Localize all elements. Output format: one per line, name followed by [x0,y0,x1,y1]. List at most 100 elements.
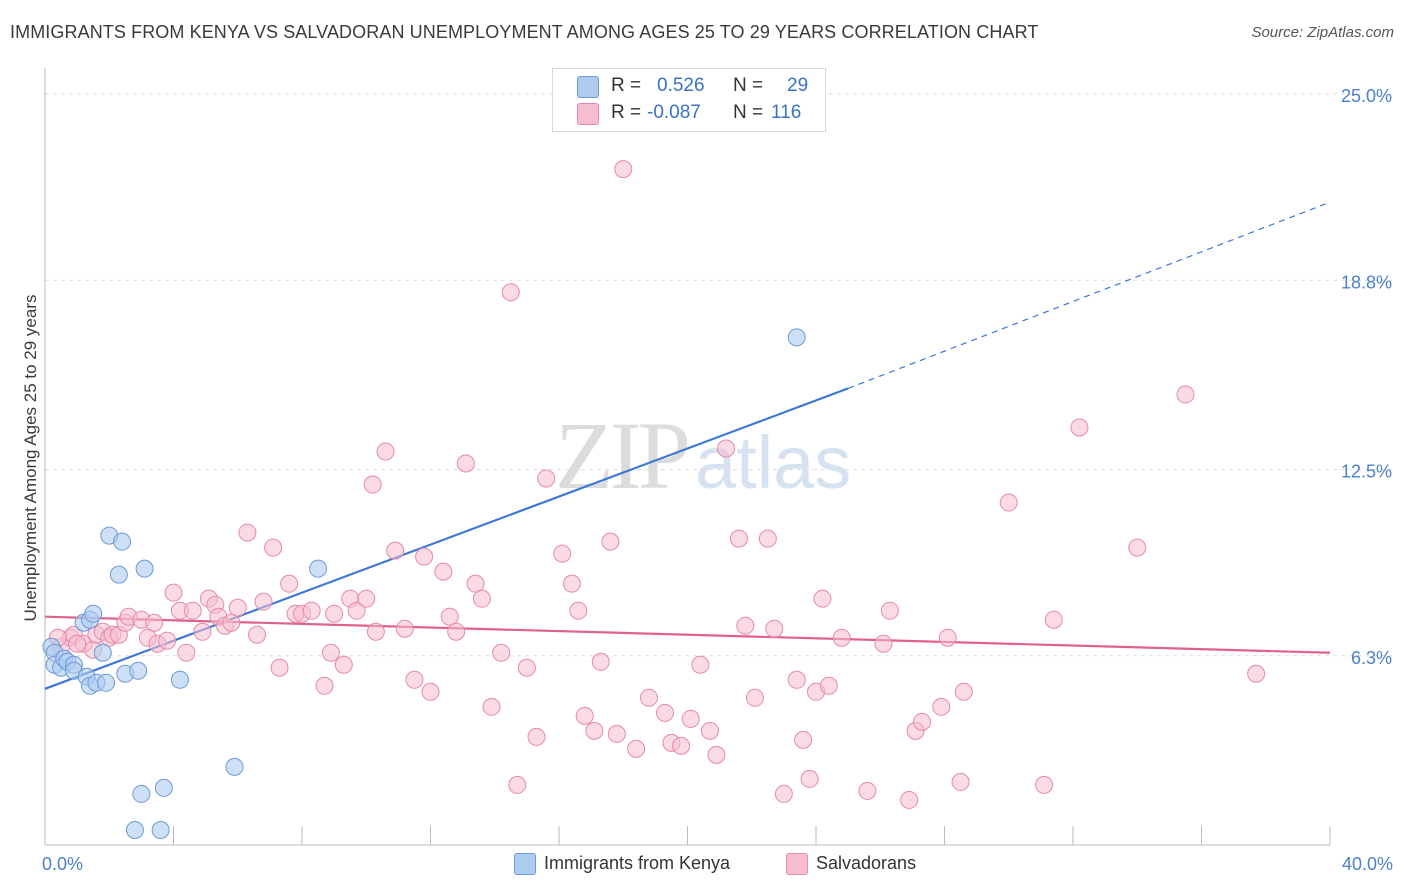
legend-r-label: R = [611,75,642,96]
salvadorans-point [553,544,572,563]
kenya-point [170,670,189,689]
salvadorans-point [325,604,344,623]
salvadorans-point [672,736,691,755]
salvadorans-point [900,790,919,809]
salvadorans-point [874,634,893,653]
kenya-swatch [577,76,599,98]
kenya-point [125,820,144,839]
salvadorans-point [366,622,385,641]
source-label: Source: ZipAtlas.com [1251,24,1394,41]
salvadorans-point [434,562,453,581]
salvadorans-point [158,631,177,650]
salvadorans-point [415,547,434,566]
salvadorans-point [591,652,610,671]
kenya-point [154,778,173,797]
salvadorans-point [601,532,620,551]
salvadorans-point [700,721,719,740]
salvadorans-point [800,769,819,788]
y-tick-label: 12.5% [1341,462,1392,482]
salvadorans-point [951,772,970,791]
kenya-point [225,757,244,776]
kenya-trend-extension [847,201,1331,389]
salvadorans-point [482,697,501,716]
legend-n-value: 29 [787,75,809,96]
salvadorans-swatch [786,853,808,875]
salvadorans-point [562,574,581,593]
salvadorans-point [302,601,321,620]
salvadorans-point [758,529,777,548]
salvadorans-point [270,658,289,677]
x-tick-label: 0.0% [42,854,83,874]
salvadorans-points [48,160,1266,809]
salvadorans-point [681,709,700,728]
kenya-point [113,532,132,551]
kenya-point [129,661,148,680]
salvadorans-point [334,655,353,674]
salvadorans-point [68,634,87,653]
trend-lines [44,201,1331,690]
legend-r-value: 0.526 [657,75,705,96]
salvadorans-point [440,607,459,626]
salvadorans-point [787,670,806,689]
salvadorans-point [813,589,832,608]
salvadorans-point [717,439,736,458]
salvadorans-point [729,529,748,548]
salvadorans-point [508,775,527,794]
y-tick-label: 25.0% [1341,86,1392,106]
salvadorans-point [858,781,877,800]
salvadorans-point [395,619,414,638]
kenya-point [787,328,806,347]
kenya-point [132,784,151,803]
salvadorans-point [639,688,658,707]
salvadorans-point [765,619,784,638]
salvadorans-point [575,706,594,725]
salvadorans-swatch [577,103,599,125]
legend-r-value: -0.087 [647,102,701,123]
y-tick-label: 18.8% [1341,272,1392,292]
salvadorans-point [736,616,755,635]
legend-n-label: N = [733,102,764,123]
axes [44,68,1331,846]
salvadorans-point [607,724,626,743]
kenya-point [93,643,112,662]
salvadorans-point [466,574,485,593]
salvadorans-point [999,493,1018,512]
tick-labels: 6.3% 12.5% 18.8% 25.0% 0.0% 40.0% [42,86,1393,874]
salvadorans-point [472,589,491,608]
salvadorans-point [707,745,726,764]
legend-kenya-label: Immigrants from Kenya [544,853,731,873]
legend-r-label: R = [611,102,642,123]
salvadorans-point [347,601,366,620]
salvadorans-trend-line [44,615,1331,654]
salvadorans-point [614,160,633,179]
salvadorans-point [222,613,241,632]
salvadorans-point [145,613,164,632]
kenya-point [135,559,154,578]
correlation-legend: R = 0.526 N = 29 R = -0.087 N = 116 [552,68,826,132]
salvadorans-point [238,523,257,542]
salvadorans-point [569,601,588,620]
salvadorans-point [386,541,405,560]
salvadorans-point [357,589,376,608]
salvadorans-point [363,475,382,494]
kenya-trend-line [44,387,849,690]
chart-title: IMMIGRANTS FROM KENYA VS SALVADORAN UNEM… [10,22,1039,42]
salvadorans-point [376,442,395,461]
salvadorans-point [1128,538,1147,557]
kenya-point [309,559,328,578]
kenya-swatch [514,853,536,875]
salvadorans-point [164,583,183,602]
salvadorans-point [177,643,196,662]
salvadorans-point [938,628,957,647]
salvadorans-point [492,643,511,662]
salvadorans-point [627,739,646,758]
salvadorans-point [832,628,851,647]
x-tick-label: 40.0% [1342,854,1393,874]
kenya-points [42,328,806,839]
salvadorans-point [456,454,475,473]
salvadorans-point [1247,664,1266,683]
salvadorans-point [537,469,556,488]
legend-salvadorans-label: Salvadorans [816,853,917,873]
salvadorans-point [193,622,212,641]
salvadorans-point [421,682,440,701]
